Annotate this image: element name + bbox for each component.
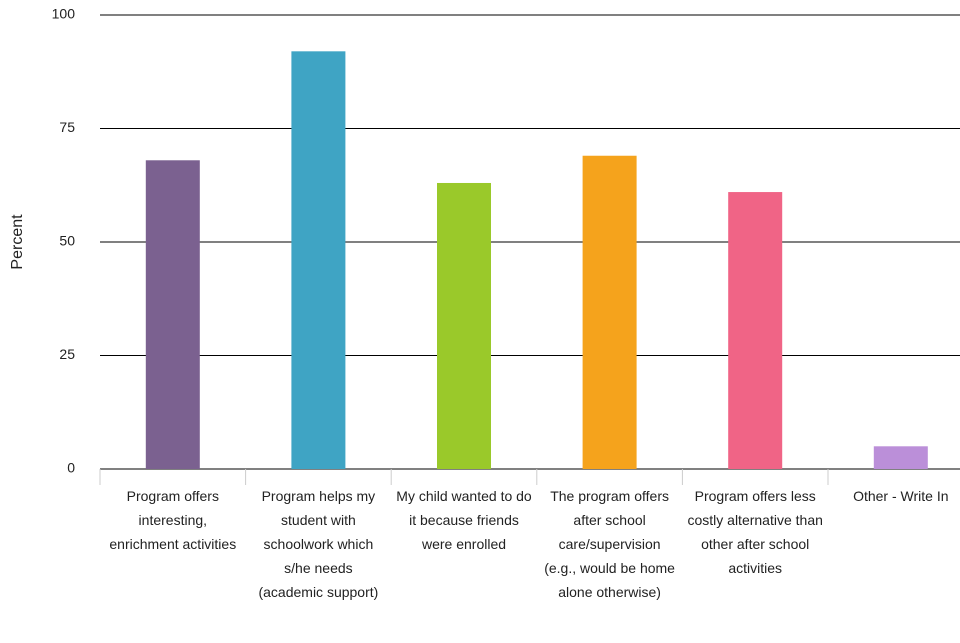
y-axis-label: Percent [9,214,26,270]
x-tick-label: Program offers less costly alternative t… [687,488,823,576]
bar [582,155,637,470]
y-tick-label: 50 [59,233,75,249]
y-tick-label: 100 [52,6,76,22]
bar [437,182,491,470]
x-tick-label: My child wanted to do it because friends… [396,488,532,552]
bar [291,51,346,469]
y-tick-label: 25 [59,346,75,362]
y-tick-label: 75 [59,119,75,135]
x-tick-label: Program offers interesting, enrichment a… [109,488,237,552]
bar [145,160,200,469]
x-tick-label: Other - Write In [853,488,949,504]
x-tick-label: The program offers after school care/sup… [544,488,675,600]
bar [728,192,783,469]
x-tick-label: Program helps my student with schoolwork… [258,488,379,600]
y-tick-label: 0 [67,460,75,476]
bar [873,446,928,469]
